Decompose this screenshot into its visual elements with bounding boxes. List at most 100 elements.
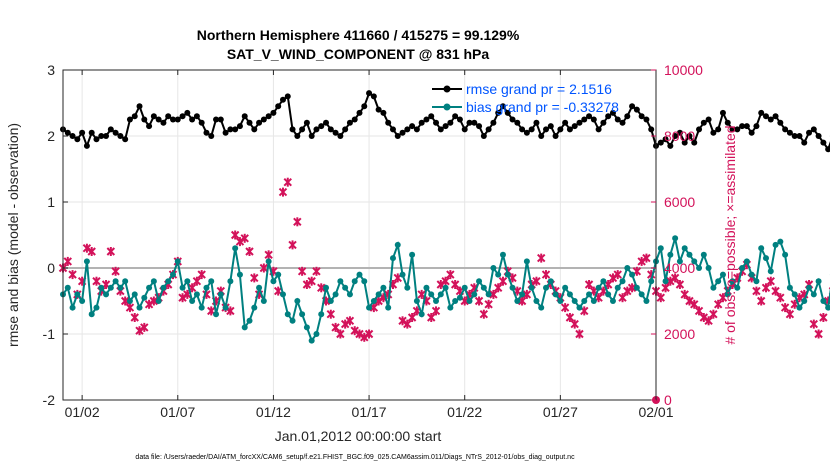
bias-point — [208, 278, 215, 285]
x-tick-label: 01/02 — [65, 404, 100, 420]
bias-point — [538, 304, 545, 311]
rmse-point — [600, 119, 607, 126]
bias-point — [456, 294, 463, 301]
bias-point — [126, 298, 133, 304]
bias-point — [825, 304, 830, 311]
x-axis-ticks: 01/02 01/07 01/12 01/17 01/22 01/27 02/01 — [65, 70, 674, 420]
y-axis-ticks: -2 -1 0 1 2 3 — [43, 62, 68, 408]
bias-point — [64, 284, 71, 291]
y-tick-label: 1 — [47, 194, 55, 210]
obs-point — [618, 293, 627, 303]
rmse-point — [260, 116, 267, 123]
obs-point — [780, 303, 790, 313]
obs-point — [766, 276, 775, 286]
bias-point — [514, 298, 521, 304]
rmse-point — [198, 119, 205, 126]
legend-rmse-label: rmse grand pr = 2.1516 — [466, 81, 612, 97]
rmse-point — [299, 126, 306, 133]
rmse-point — [452, 113, 459, 120]
rmse-point — [284, 93, 291, 100]
bias-point — [332, 291, 339, 298]
rmse-point — [705, 116, 712, 123]
obs-point — [68, 270, 77, 280]
axes-box — [62, 69, 657, 401]
obs-point — [106, 247, 116, 256]
rmse-point — [428, 113, 435, 120]
rmse-point — [810, 126, 817, 133]
obs-point — [814, 329, 823, 339]
bias-point — [557, 298, 564, 304]
data-file-footer: data file: /Users/raeder/DAI/ATM_forcXX/… — [135, 454, 575, 461]
rmse-point — [126, 116, 133, 123]
obs-point — [345, 316, 355, 326]
bias-point — [165, 278, 172, 285]
rmse-point — [346, 119, 353, 126]
bias-point — [117, 284, 124, 291]
rmse-point — [820, 139, 827, 146]
bias-point — [103, 291, 110, 298]
y-tick-label: 2 — [47, 128, 55, 144]
obs-point — [537, 253, 546, 263]
bias-point — [279, 291, 286, 298]
bias-point — [251, 304, 258, 311]
bias-point — [107, 284, 114, 291]
rmse-point — [222, 129, 229, 136]
obs-point — [427, 313, 436, 322]
rmse-point — [79, 129, 86, 136]
rmse-point — [466, 119, 473, 126]
obs-point — [149, 296, 159, 306]
obs-point — [355, 329, 364, 339]
obs-point — [197, 270, 206, 280]
obs-point — [125, 303, 135, 313]
bias-point — [83, 258, 90, 265]
rmse-point — [107, 126, 114, 133]
x-tick-label: 01/12 — [256, 404, 291, 420]
rmse-point — [691, 139, 698, 146]
obs-point — [675, 280, 685, 289]
bias-point — [375, 291, 382, 298]
bias-point — [657, 245, 664, 252]
obs-point — [771, 286, 780, 296]
rmse-point — [370, 93, 377, 100]
rmse-point — [361, 103, 368, 110]
x-tick-label: 01/07 — [160, 404, 195, 420]
rmse-point — [275, 103, 282, 110]
obs-point — [522, 289, 532, 299]
y2-tick-label: 10000 — [664, 62, 703, 78]
rmse-point — [174, 116, 181, 123]
bias-point — [150, 278, 157, 285]
rmse-point — [213, 116, 220, 123]
rmse-point — [279, 96, 286, 103]
rmse-point — [806, 129, 813, 136]
bias-point — [629, 271, 636, 278]
bias-point — [552, 291, 559, 298]
bias-point — [571, 298, 578, 304]
bias-point — [734, 284, 741, 291]
y2-tick-label: 8000 — [664, 128, 695, 144]
bias-point — [480, 284, 487, 291]
rmse-point — [523, 129, 530, 136]
obs-point — [670, 273, 680, 283]
bias-point — [471, 291, 478, 298]
bias-point — [404, 284, 411, 291]
obs-point — [317, 283, 326, 293]
rmse-point — [719, 109, 726, 116]
x-tick-label: 01/22 — [447, 404, 482, 420]
obs-point — [278, 187, 288, 197]
bias-point — [318, 311, 325, 318]
rmse-point — [772, 113, 779, 120]
obs-point — [479, 309, 489, 319]
rmse-point — [64, 129, 71, 136]
rmse-point — [141, 116, 148, 123]
rmse-point — [743, 123, 750, 130]
bias-point — [79, 298, 86, 304]
bias-point — [418, 311, 425, 318]
obs-point — [111, 266, 120, 276]
obs-point — [350, 326, 359, 336]
rmse-point — [633, 106, 640, 113]
obs-point — [326, 309, 336, 319]
bias-point — [413, 298, 420, 304]
rmse-point — [638, 113, 645, 120]
bias-point — [523, 258, 530, 265]
